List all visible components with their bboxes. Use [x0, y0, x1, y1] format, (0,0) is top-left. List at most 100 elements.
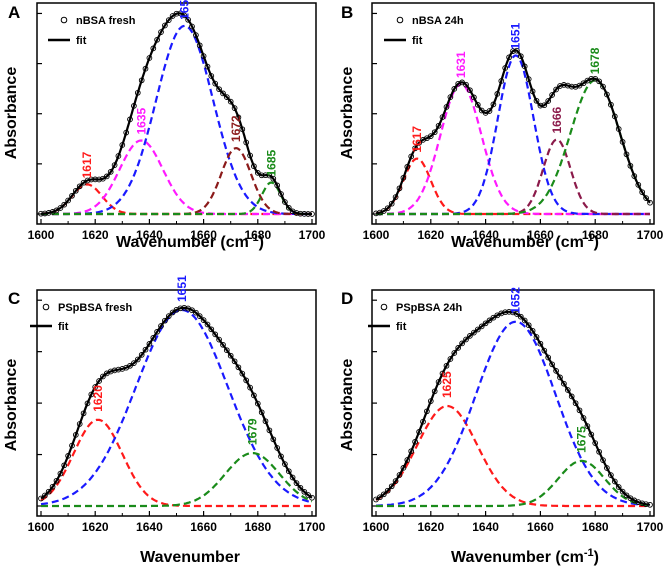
- x-tick-label: 1640: [136, 520, 163, 534]
- data-point: [412, 438, 418, 445]
- data-point: [72, 432, 79, 438]
- data-point: [647, 501, 653, 508]
- data-point: [608, 101, 614, 108]
- data-point: [561, 82, 567, 88]
- x-tick-label: 1620: [417, 520, 444, 534]
- data-point: [111, 162, 118, 168]
- x-tick-label: 1660: [527, 228, 554, 242]
- data-point: [568, 393, 575, 400]
- data-point: [471, 94, 477, 101]
- data-point: [65, 197, 71, 204]
- component-curve-1625: [375, 404, 650, 508]
- y-axis-title: Absorbance: [3, 67, 20, 160]
- data-point: [49, 483, 56, 490]
- data-point: [549, 361, 555, 368]
- data-point: [474, 326, 481, 333]
- data-point: [639, 500, 646, 507]
- peak-labels: 1625 1652 1675: [440, 287, 588, 453]
- data-point: [262, 172, 269, 179]
- data-point: [584, 423, 591, 429]
- data-point: [537, 102, 544, 109]
- data-point: [572, 400, 579, 407]
- data-point: [196, 313, 203, 319]
- data-point: [235, 364, 242, 371]
- data-point: [158, 323, 164, 329]
- data-point: [92, 384, 99, 390]
- data-point: [285, 468, 292, 475]
- data-point: [623, 492, 630, 499]
- data-point: [564, 82, 571, 89]
- data-point: [76, 183, 83, 190]
- data-point: [619, 488, 626, 495]
- component-curve-1635: [41, 139, 312, 216]
- data-point: [506, 308, 512, 315]
- data-point: [431, 388, 438, 395]
- data-point: [223, 94, 230, 100]
- component-curve-1652: [376, 320, 651, 507]
- data-point: [216, 336, 222, 343]
- data-point: [384, 205, 391, 212]
- legend-label-data: nBSA fresh: [76, 15, 136, 27]
- data-point: [96, 378, 102, 384]
- x-axis-title: Wavenumber (cm-1): [451, 547, 599, 566]
- data-point: [521, 63, 528, 70]
- data-point: [235, 114, 242, 121]
- data-point: [416, 140, 422, 146]
- data-point: [525, 322, 532, 329]
- plot-curves: [38, 304, 315, 508]
- peak-label-1653: 1653: [178, 0, 192, 20]
- data-point: [623, 151, 630, 158]
- x-axis-ticks: 1600 1620 1640 1660 1680 1700: [363, 299, 664, 534]
- data-point: [592, 440, 599, 446]
- data-point: [373, 210, 379, 217]
- x-tick-label: 1680: [582, 228, 609, 242]
- data-point: [258, 172, 265, 179]
- legend-label-fit: fit: [58, 321, 69, 333]
- data-point: [53, 477, 60, 484]
- data-point: [61, 462, 68, 469]
- data-point: [189, 307, 195, 314]
- data-point: [220, 90, 226, 97]
- x-axis-ticks: 1600 1620 1640 1660 1680 1700: [28, 12, 326, 242]
- data-point: [404, 163, 411, 170]
- data-point: [635, 182, 642, 188]
- data-point: [146, 55, 153, 61]
- data-point: [627, 162, 634, 169]
- x-tick-label: 1620: [82, 520, 109, 534]
- data-point: [220, 341, 226, 348]
- data-point: [69, 442, 75, 449]
- legend-marker-data: [396, 16, 404, 24]
- peak-label-1620: 1620: [91, 385, 105, 412]
- data-point: [643, 501, 649, 508]
- data-point: [119, 142, 126, 148]
- x-axis-title: Wavenumber: [140, 549, 240, 566]
- data-point: [478, 323, 485, 330]
- data-point: [100, 373, 106, 380]
- peak-label-1651: 1651: [175, 275, 189, 302]
- data-point: [274, 445, 281, 451]
- data-point: [127, 116, 133, 123]
- data-point: [529, 88, 536, 95]
- legend-label-data: PSpBSA fresh: [58, 302, 132, 314]
- data-point: [301, 211, 308, 217]
- data-point: [647, 199, 653, 206]
- data-point: [396, 185, 403, 192]
- data-point: [282, 199, 288, 205]
- x-tick-label: 1680: [582, 520, 609, 534]
- data-point: [568, 83, 575, 90]
- data-point: [576, 407, 583, 414]
- data-point: [231, 105, 238, 111]
- data-point: [103, 173, 110, 180]
- data-point: [239, 126, 246, 133]
- data-point: [564, 387, 571, 393]
- plot-curves: [373, 308, 653, 508]
- data-point: [181, 12, 188, 19]
- data-point: [408, 153, 415, 160]
- data-point: [431, 129, 438, 136]
- legend: nBSA 24h fit: [384, 15, 464, 47]
- data-point: [76, 421, 83, 427]
- x-tick-label: 1660: [527, 520, 554, 534]
- data-point: [392, 478, 399, 484]
- data-point: [72, 187, 79, 194]
- data-point: [596, 78, 602, 85]
